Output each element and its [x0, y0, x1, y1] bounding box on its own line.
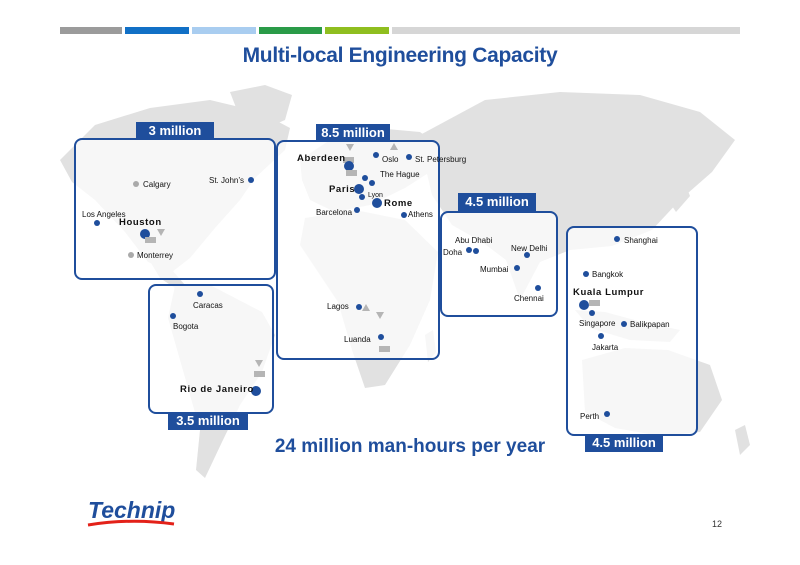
city-barcelona: Barcelona [316, 208, 353, 217]
st-johns-marker [248, 177, 254, 183]
athens-marker [401, 212, 407, 218]
city-the-hague: The Hague [380, 170, 420, 179]
houston-facility-icon [145, 237, 156, 243]
top-bar-segment-3 [192, 27, 256, 34]
city-athens: Athens [408, 210, 433, 219]
rome-marker [372, 198, 382, 208]
top-bar-segment-6 [392, 27, 740, 34]
region-europe-africa-capacity: 8.5 million [316, 124, 390, 142]
top-bar-segment-4 [259, 27, 322, 34]
city-kuala-lumpur: Kuala Lumpur [573, 287, 645, 298]
city-monterrey: Monterrey [137, 251, 174, 260]
city-oslo: Oslo [382, 155, 399, 164]
city-new-delhi: New Delhi [511, 244, 548, 253]
city-rio-de-janeiro: Rio de Janeiro [180, 384, 254, 395]
lagos-marker [356, 304, 362, 310]
luanda-triangle-icon [376, 312, 384, 319]
city-los-angeles: Los Angeles [82, 210, 126, 219]
singapore-marker [589, 310, 595, 316]
luanda-marker [378, 334, 384, 340]
europe-facility-icon [343, 157, 354, 163]
europe-triangle-icon-2 [390, 143, 398, 150]
svg-text:Technip: Technip [88, 497, 175, 523]
houston-marker [140, 229, 150, 239]
city-abu-dhabi: Abu Dhabi [455, 236, 493, 245]
mumbai-marker [514, 265, 520, 271]
los-angeles-marker [94, 220, 100, 226]
kuala-lumpur-facility-icon [589, 300, 600, 306]
bangkok-marker [583, 271, 589, 277]
hague-facility-icon [346, 170, 357, 176]
rio-triangle-icon [255, 360, 263, 367]
region-south-america-capacity: 3.5 million [168, 412, 248, 430]
paris-marker [354, 184, 364, 194]
rio-facility-icon [254, 371, 265, 377]
region-asia-pacific-capacity: 4.5 million [585, 434, 663, 452]
region-north-america-box [74, 138, 276, 280]
city-singapore: Singapore [579, 319, 616, 328]
city-perth: Perth [580, 412, 600, 421]
city-rome: Rome [384, 198, 413, 209]
city-st-johns: St. John’s [209, 176, 244, 185]
city-mumbai: Mumbai [480, 265, 509, 274]
city-bogota: Bogota [173, 322, 199, 331]
total-capacity-statement: 24 million man-hours per year [274, 436, 546, 457]
city-shanghai: Shanghai [624, 236, 658, 245]
europe-triangle-icon-1 [346, 144, 354, 151]
the-hague-marker [362, 175, 368, 181]
caracas-marker [197, 291, 203, 297]
perth-marker [604, 411, 610, 417]
bogota-marker [170, 313, 176, 319]
city-calgary: Calgary [143, 180, 171, 189]
region-europe-africa-box [276, 140, 440, 360]
city-doha: Doha [443, 248, 463, 257]
region-middle-east-india-capacity: 4.5 million [458, 193, 536, 211]
city-st-petersburg: St. Petersburg [415, 155, 467, 164]
balikpapan-marker [621, 321, 627, 327]
page-number: 12 [712, 519, 723, 529]
barcelona-marker [354, 207, 360, 213]
lyon-marker [359, 194, 365, 200]
rio-de-janeiro-marker [251, 386, 261, 396]
city-aberdeen: Aberdeen [297, 153, 346, 164]
doha-marker [466, 247, 472, 253]
city-chennai: Chennai [514, 294, 544, 303]
top-bar-segment-1 [60, 27, 122, 34]
city-lagos: Lagos [327, 302, 349, 311]
abu-dhabi-marker [473, 248, 479, 254]
city-balikpapan: Balikpapan [630, 320, 670, 329]
houston-triangle-icon [157, 229, 165, 236]
st-petersburg-marker [406, 154, 412, 160]
city-luanda: Luanda [344, 335, 371, 344]
the-hague-marker-2 [369, 180, 375, 186]
luanda-facility-icon [379, 346, 390, 352]
monterrey-marker [128, 252, 134, 258]
jakarta-marker [598, 333, 604, 339]
city-jakarta: Jakarta [592, 343, 619, 352]
city-houston: Houston [119, 217, 162, 228]
region-middle-east-india-box [440, 211, 558, 317]
top-bar-segment-5 [325, 27, 389, 34]
technip-logo: Technip [87, 497, 175, 527]
city-paris: Paris [329, 184, 356, 195]
city-caracas: Caracas [193, 301, 223, 310]
shanghai-marker [614, 236, 620, 242]
calgary-marker [133, 181, 139, 187]
city-lyon: Lyon [368, 192, 383, 199]
city-bangkok: Bangkok [592, 270, 624, 279]
region-asia-pacific-box [566, 226, 698, 436]
new-delhi-marker [524, 252, 530, 258]
chennai-marker [535, 285, 541, 291]
top-bar-segment-2 [125, 27, 189, 34]
region-north-america-capacity: 3 million [136, 122, 214, 140]
page-title: Multi-local Engineering Capacity [242, 44, 558, 67]
aberdeen-marker [344, 161, 354, 171]
kuala-lumpur-marker [579, 300, 589, 310]
lagos-triangle-icon [362, 304, 370, 311]
oslo-marker [373, 152, 379, 158]
